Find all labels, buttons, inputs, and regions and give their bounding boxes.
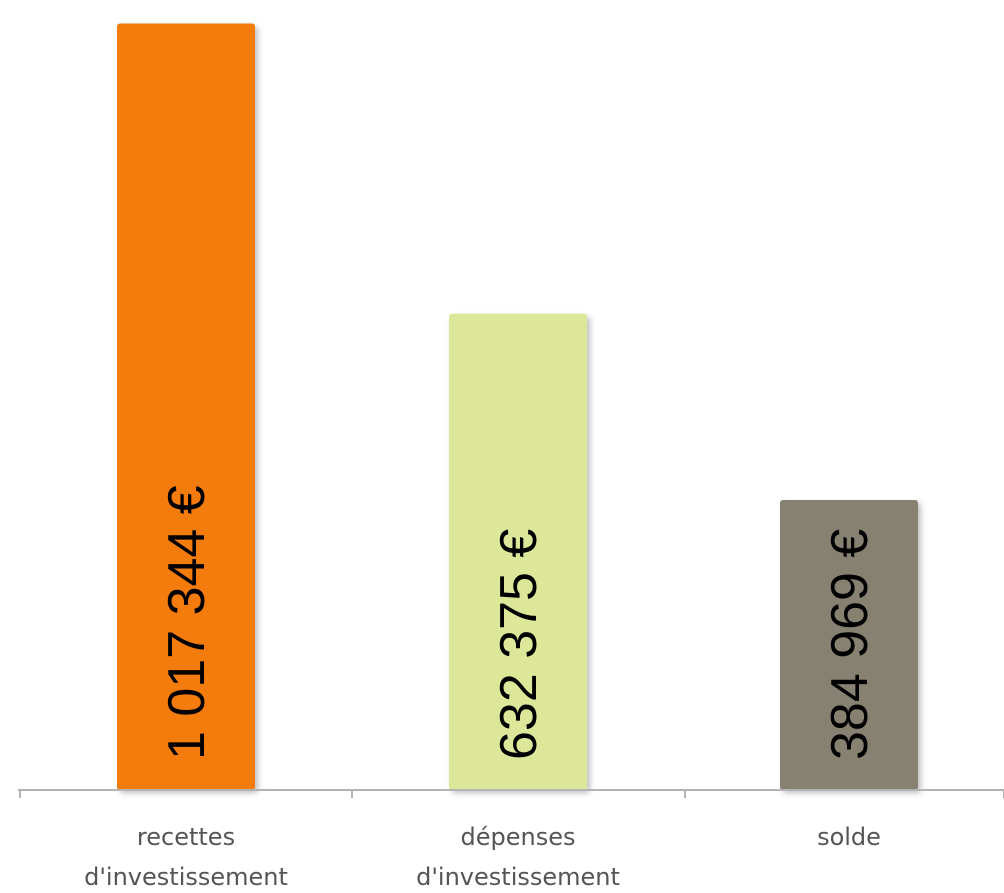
category-label: dépenses [461, 823, 576, 851]
category-label: solde [817, 823, 881, 851]
value-label: 1 017 344 € [158, 485, 216, 760]
bar [780, 499, 918, 790]
category-label: d'investissement [416, 863, 620, 891]
bar [449, 313, 587, 790]
category-label: recettes [137, 823, 235, 851]
x-axis [18, 789, 1004, 798]
value-labels-layer: 1 017 344 € 632 375 € 384 969 € [158, 485, 879, 760]
value-label: 632 375 € [490, 529, 548, 760]
category-labels-layer: recettes d'investissement dépenses d'invest… [84, 823, 881, 891]
bars-layer [117, 23, 918, 790]
value-label: 384 969 € [821, 529, 879, 760]
bar [117, 23, 255, 790]
category-label: d'investissement [84, 863, 288, 891]
